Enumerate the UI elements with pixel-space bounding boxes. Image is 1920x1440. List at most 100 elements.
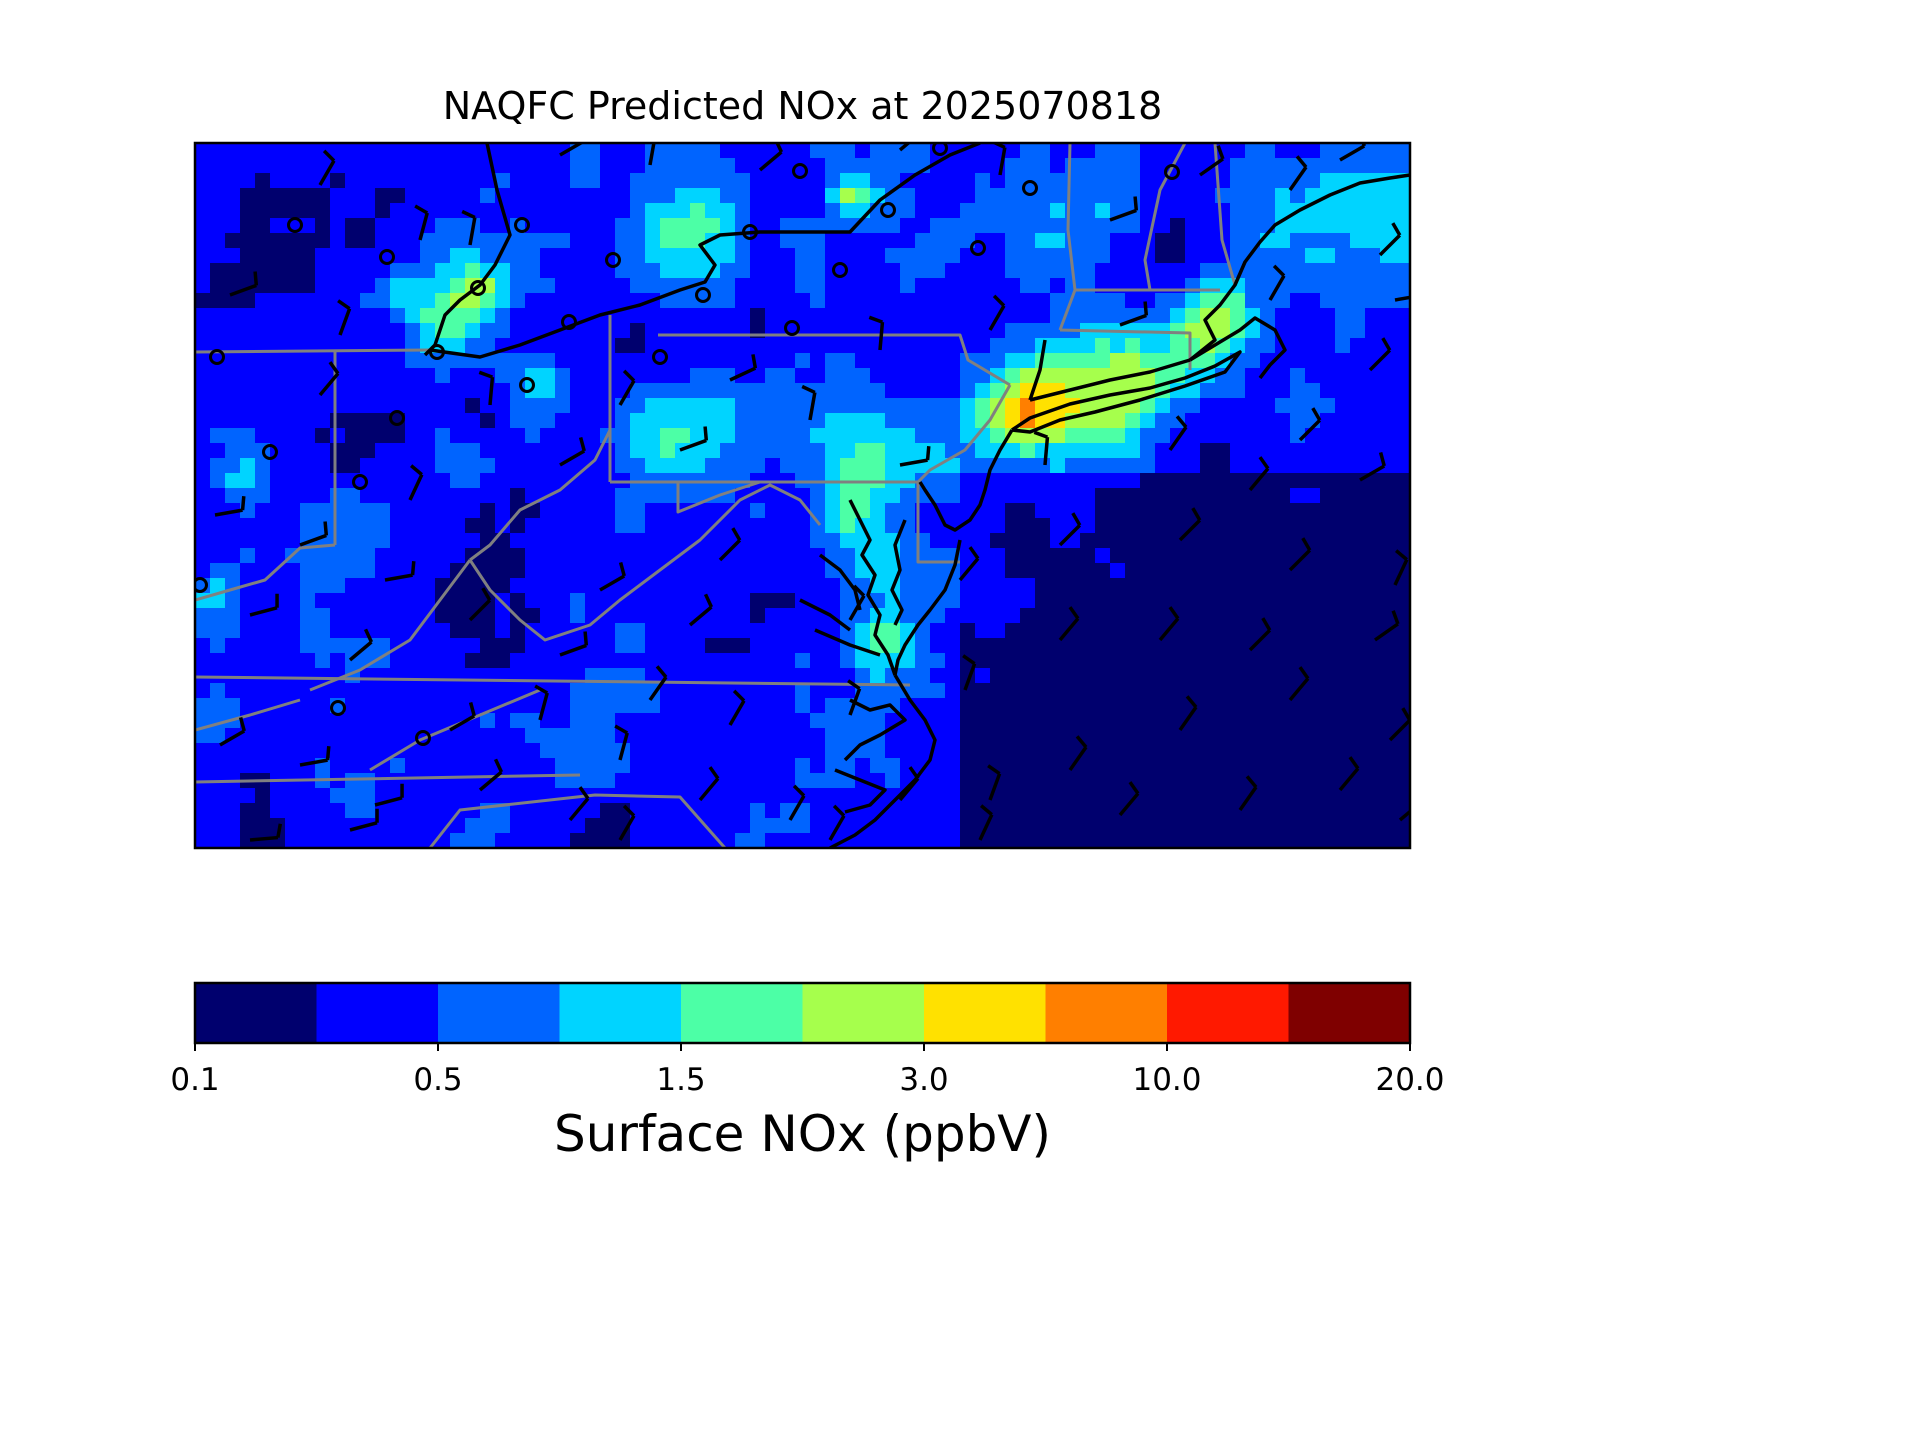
wind-barb bbox=[219, 729, 246, 747]
wind-barb bbox=[1118, 792, 1140, 817]
nox-field bbox=[195, 143, 1410, 848]
wind-barb bbox=[728, 699, 746, 726]
wind-barb bbox=[1043, 436, 1050, 466]
wind-barb bbox=[1339, 144, 1366, 162]
wind-barb bbox=[559, 449, 586, 467]
wind-barb-flag bbox=[1416, 789, 1422, 802]
wind-barb-flag bbox=[534, 684, 549, 695]
wind-barb bbox=[1248, 467, 1270, 492]
wind-barb bbox=[1168, 426, 1188, 452]
wind-barb-flag bbox=[1128, 781, 1140, 795]
wind-barb-flag bbox=[1295, 155, 1308, 169]
calm-wind-circle bbox=[389, 410, 405, 426]
calm-wind-circle bbox=[379, 249, 395, 265]
wind-barb-flag bbox=[468, 702, 476, 717]
wind-barb bbox=[1388, 718, 1410, 742]
coast-hudson bbox=[1028, 339, 1047, 401]
state-boundaries bbox=[195, 143, 1237, 848]
wind-barb-flag bbox=[1258, 456, 1270, 470]
state-line-mi-oh bbox=[195, 348, 431, 354]
wind-barb bbox=[1238, 786, 1258, 812]
wind-barb bbox=[1378, 233, 1402, 257]
wind-barb-flag bbox=[328, 361, 340, 375]
wind-barb bbox=[988, 304, 1006, 331]
wind-barb bbox=[729, 366, 757, 382]
state-line-ky-va bbox=[309, 559, 472, 692]
wind-barb bbox=[249, 606, 278, 617]
colorbar-tick-label: 10.0 bbox=[1132, 1062, 1202, 1098]
colorbar-bin bbox=[1167, 983, 1290, 1043]
calm-wind-circle bbox=[330, 700, 346, 716]
wind-barb-flag bbox=[1261, 617, 1272, 632]
wind-barb-flag bbox=[916, 119, 922, 132]
wind-barb bbox=[898, 777, 920, 802]
wind-barb-flag bbox=[276, 823, 283, 838]
wind-barb-flag bbox=[581, 127, 585, 141]
colorbar-bin bbox=[316, 983, 439, 1043]
wind-barb-flag bbox=[775, 143, 784, 153]
state-line-wv-va bbox=[468, 483, 822, 642]
wind-barb-flag bbox=[792, 784, 806, 797]
wind-barb bbox=[1288, 548, 1312, 572]
wind-barb-flag bbox=[908, 766, 920, 780]
colorbar-bin bbox=[195, 983, 318, 1043]
calm-wind-circle bbox=[352, 474, 368, 490]
wind-barb-flag bbox=[655, 665, 668, 679]
wind-barb bbox=[648, 676, 668, 702]
state-line-ny-vt bbox=[1059, 328, 1192, 370]
wind-barb-flag bbox=[751, 354, 758, 369]
calm-wind-circle bbox=[652, 349, 668, 365]
wind-barb bbox=[559, 643, 587, 657]
wind-barb-flag bbox=[622, 804, 636, 817]
wind-barb-flag bbox=[1175, 415, 1188, 429]
wind-barb bbox=[1158, 617, 1180, 642]
state-line-tn-ga bbox=[195, 773, 581, 784]
wind-barb-flag bbox=[801, 384, 816, 395]
wind-barb-flag bbox=[461, 209, 476, 220]
wind-barb bbox=[788, 794, 806, 821]
state-line-va-nc bbox=[195, 675, 911, 687]
wind-barb bbox=[688, 605, 713, 627]
wind-barb-flag bbox=[1191, 507, 1202, 522]
state-line-de bbox=[916, 482, 960, 564]
wind-barb-flag bbox=[991, 143, 1006, 150]
wind-barb bbox=[679, 438, 707, 452]
wind-barb-flag bbox=[847, 679, 861, 691]
wind-barb-flag bbox=[708, 766, 720, 780]
colorbar-tick-label: 1.5 bbox=[656, 1062, 706, 1098]
colorbar-label: Surface NOx (ppbV) bbox=[553, 1105, 1052, 1163]
state-line-vt-nh bbox=[1058, 143, 1077, 331]
calm-wind-circle bbox=[832, 262, 848, 278]
wind-barb bbox=[1058, 617, 1080, 642]
wind-barb-flag bbox=[1378, 452, 1386, 467]
wind-barb bbox=[408, 473, 424, 501]
wind-barb bbox=[1109, 208, 1137, 222]
wind-barb bbox=[1359, 464, 1386, 482]
wind-barb-flag bbox=[962, 654, 976, 666]
colorbar-bin bbox=[1288, 983, 1411, 1043]
wind-barb bbox=[898, 143, 912, 152]
coast-lake-erie bbox=[429, 143, 981, 359]
calm-wind-circle bbox=[561, 314, 577, 330]
calm-wind-circle bbox=[792, 163, 808, 179]
wind-barb bbox=[318, 372, 340, 397]
wind-barb-flag bbox=[731, 527, 742, 542]
wind-barb-flag bbox=[493, 758, 504, 773]
state-line-nc-sc bbox=[428, 793, 727, 848]
wind-barb bbox=[1058, 523, 1082, 547]
wind-barb bbox=[1068, 746, 1088, 772]
wind-barb-flag bbox=[1133, 196, 1139, 211]
wind-barb-flag bbox=[1301, 537, 1312, 552]
wind-barb bbox=[718, 538, 742, 562]
wind-barb bbox=[374, 796, 403, 807]
calm-wind-circle bbox=[742, 224, 758, 240]
wind-barb bbox=[1248, 628, 1272, 652]
wind-barb bbox=[1178, 706, 1198, 732]
wind-barb bbox=[958, 557, 980, 582]
wind-barb-flag bbox=[481, 587, 492, 602]
wind-barb-flag bbox=[1391, 222, 1402, 237]
calm-wind-circle bbox=[605, 252, 621, 268]
calm-wind-circle bbox=[695, 287, 711, 303]
wind-barb bbox=[1119, 313, 1147, 327]
